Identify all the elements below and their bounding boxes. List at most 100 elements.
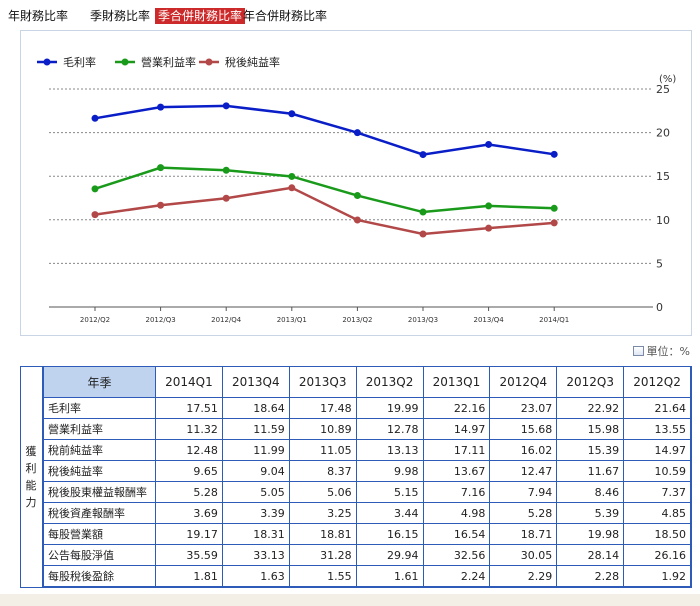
legend-label: 營業利益率 (141, 55, 196, 69)
table-cell: 33.13 (221, 544, 290, 566)
tab-quarterly-consolidated-ratios[interactable]: 季合併財務比率 (155, 8, 246, 24)
data-point (222, 166, 230, 174)
profitability-chart: 0 5 10 15 20 25 (%) 2012/Q2 2012/Q3 2012/Q4 2013/Q… (20, 30, 692, 336)
column-header: 2014Q1 (155, 367, 223, 398)
table-cell: 7.16 (422, 481, 491, 503)
table-row: 稅後純益率 9.65 9.04 8.37 9.98 13.67 12.47 11.67 10.5… (43, 460, 691, 482)
column-header: 2012Q3 (556, 367, 625, 398)
table-cell: 5.05 (221, 481, 290, 503)
table-cell: 4.85 (623, 502, 691, 524)
data-point (353, 216, 361, 224)
table-cell: 29.94 (355, 544, 424, 566)
data-point (91, 185, 99, 193)
data-point (485, 224, 493, 232)
table-cell: 13.13 (355, 439, 424, 461)
table-cell: 19.17 (155, 523, 223, 545)
table-cell: 22.92 (556, 397, 625, 419)
side-label-char: 力 (25, 496, 39, 509)
table-cell: 8.46 (556, 481, 625, 503)
table-cell: 1.61 (355, 565, 424, 587)
table-cell: 7.94 (489, 481, 558, 503)
legend-marker (43, 58, 51, 66)
x-tick-label: 2012/Q4 (211, 316, 242, 324)
table-cell: 1.63 (221, 565, 290, 587)
x-tick-label: 2013/Q3 (408, 316, 438, 324)
y-tick-label: 20 (656, 127, 670, 140)
y-tick-label: 15 (656, 170, 670, 183)
table-cell: 5.06 (288, 481, 357, 503)
table-cell: 21.64 (623, 397, 691, 419)
row-label: 公告每股淨值 (43, 544, 156, 566)
table-cell: 1.92 (623, 565, 691, 587)
table-cell: 2.29 (489, 565, 558, 587)
row-label: 每股營業額 (43, 523, 156, 545)
table-cell: 17.48 (288, 397, 357, 419)
legend-marker (121, 58, 129, 66)
table-row: 稅前純益率 12.48 11.99 11.05 13.13 17.11 16.02 15.39… (43, 439, 691, 461)
table-cell: 15.39 (556, 439, 625, 461)
table-cell: 13.67 (422, 460, 491, 482)
table-cell: 15.68 (489, 418, 558, 440)
tab-annual-ratios[interactable]: 年財務比率 (8, 9, 69, 23)
tab-quarterly-ratios[interactable]: 季財務比率 (90, 9, 151, 23)
table-row: 毛利率 17.51 18.64 17.48 19.99 22.16 23.07 22.92 21… (43, 397, 691, 419)
data-point (419, 151, 427, 159)
unit-label: 單位：% (646, 345, 690, 358)
unit-indicator: 單位：% (632, 343, 690, 359)
table-cell: 18.71 (489, 523, 558, 545)
x-tick-label: 2014/Q1 (539, 316, 569, 324)
table-cell: 18.81 (288, 523, 357, 545)
table-cell: 31.28 (288, 544, 357, 566)
table-row: 公告每股淨值 35.59 33.13 31.28 29.94 32.56 30.05 28.1… (43, 544, 691, 566)
table-row: 每股稅後盈餘 1.81 1.63 1.55 1.61 2.24 2.29 2.28 1.92 (43, 565, 691, 587)
page-footer-bar (0, 594, 700, 606)
side-label-char: 獲 (25, 445, 39, 458)
table-side-label: 獲 利 能 力 (21, 367, 43, 587)
y-tick-label: 5 (656, 257, 663, 270)
table-cell: 1.81 (155, 565, 223, 587)
series-line (94, 166, 555, 214)
data-point (157, 164, 165, 172)
data-point (91, 114, 99, 122)
y-tick-label: 0 (656, 301, 663, 314)
table-cell: 9.65 (155, 460, 223, 482)
data-point (419, 230, 427, 238)
column-header: 2013Q4 (221, 367, 290, 398)
table-cell: 14.97 (623, 439, 691, 461)
data-point (550, 219, 558, 227)
x-tick-label: 2013/Q4 (474, 316, 505, 324)
data-point (222, 102, 230, 110)
data-point (91, 211, 99, 219)
table-cell: 13.55 (623, 418, 691, 440)
table-cell: 5.39 (556, 502, 625, 524)
data-point (353, 192, 361, 200)
table-cell: 9.98 (355, 460, 424, 482)
table-cell: 14.97 (422, 418, 491, 440)
data-point (485, 140, 493, 148)
data-point (288, 172, 296, 180)
table-cell: 5.28 (155, 481, 223, 503)
x-tick-label: 2013/Q2 (342, 316, 372, 324)
side-label-char: 能 (25, 479, 39, 492)
column-header: 2013Q3 (288, 367, 357, 398)
table-cell: 12.48 (155, 439, 223, 461)
legend-label: 稅後純益率 (225, 55, 280, 69)
table-cell: 16.15 (355, 523, 424, 545)
table-cell: 11.67 (556, 460, 625, 482)
table-cell: 17.51 (155, 397, 223, 419)
table-cell: 2.24 (422, 565, 491, 587)
row-label: 每股稅後盈餘 (43, 565, 156, 587)
data-point (288, 184, 296, 192)
data-point (157, 201, 165, 209)
header-year-quarter: 年季 (43, 367, 156, 398)
tab-annual-consolidated-ratios[interactable]: 年合併財務比率 (243, 9, 328, 23)
column-header: 2012Q4 (489, 367, 558, 398)
table-cell: 10.89 (288, 418, 357, 440)
table-row: 每股營業額 19.17 18.31 18.81 16.15 16.54 18.71 19.98… (43, 523, 691, 545)
data-point (419, 208, 427, 216)
side-label-char: 利 (25, 462, 39, 475)
table-cell: 35.59 (155, 544, 223, 566)
data-point (353, 129, 361, 137)
data-point (485, 202, 493, 210)
table-cell: 15.98 (556, 418, 625, 440)
